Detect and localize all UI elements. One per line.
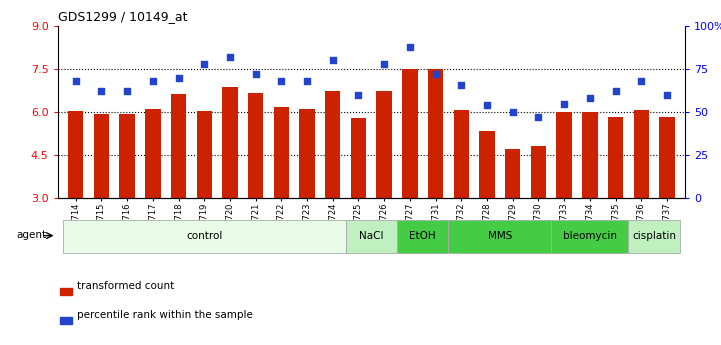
Bar — [350, 118, 366, 198]
Bar — [94, 114, 109, 198]
Point — [353, 92, 364, 98]
Text: GDS1299 / 10149_at: GDS1299 / 10149_at — [58, 10, 187, 23]
Bar — [197, 111, 212, 198]
Bar — [325, 90, 340, 198]
Text: transformed count: transformed count — [77, 282, 174, 292]
Point — [173, 75, 185, 80]
Bar — [68, 111, 84, 198]
Point — [275, 78, 287, 84]
Bar — [659, 117, 675, 198]
Text: NaCl: NaCl — [359, 231, 384, 241]
Text: bleomycin: bleomycin — [563, 231, 617, 241]
Bar — [120, 115, 135, 198]
Point — [147, 78, 159, 84]
Point — [456, 82, 467, 87]
Point — [198, 61, 210, 67]
Point — [121, 89, 133, 94]
Text: control: control — [186, 231, 222, 241]
Point — [507, 109, 518, 115]
Bar — [505, 149, 521, 198]
Point — [661, 92, 673, 98]
Point — [96, 89, 107, 94]
Bar — [448, 220, 552, 253]
Bar — [274, 107, 289, 198]
Point — [430, 71, 441, 77]
Point — [327, 58, 339, 63]
Bar — [145, 109, 161, 198]
Bar — [608, 117, 623, 198]
Bar — [531, 146, 546, 198]
Text: percentile rank within the sample: percentile rank within the sample — [77, 310, 253, 320]
Text: MMS: MMS — [487, 231, 512, 241]
Bar — [479, 131, 495, 198]
Bar — [582, 112, 598, 198]
Point — [558, 101, 570, 106]
Bar — [397, 220, 448, 253]
Bar — [454, 110, 469, 198]
Point — [610, 89, 622, 94]
Text: EtOH: EtOH — [410, 231, 436, 241]
Text: agent: agent — [17, 230, 47, 239]
Point — [70, 78, 81, 84]
Bar — [552, 220, 629, 253]
Bar — [222, 87, 238, 198]
Bar — [60, 317, 71, 324]
Point — [224, 54, 236, 60]
Point — [404, 44, 415, 49]
Text: cisplatin: cisplatin — [632, 231, 676, 241]
Point — [635, 78, 647, 84]
Bar — [63, 220, 345, 253]
Bar — [402, 69, 417, 198]
Bar — [376, 91, 392, 198]
Point — [301, 78, 313, 84]
Bar — [557, 112, 572, 198]
Bar — [629, 220, 680, 253]
Point — [481, 102, 492, 108]
Bar — [299, 109, 315, 198]
Point — [250, 71, 262, 77]
Bar — [60, 288, 71, 295]
Bar — [345, 220, 397, 253]
Point — [584, 96, 596, 101]
Bar — [171, 94, 186, 198]
Point — [379, 61, 390, 67]
Bar — [428, 69, 443, 198]
Bar — [248, 92, 263, 198]
Point — [533, 115, 544, 120]
Bar — [634, 110, 649, 198]
